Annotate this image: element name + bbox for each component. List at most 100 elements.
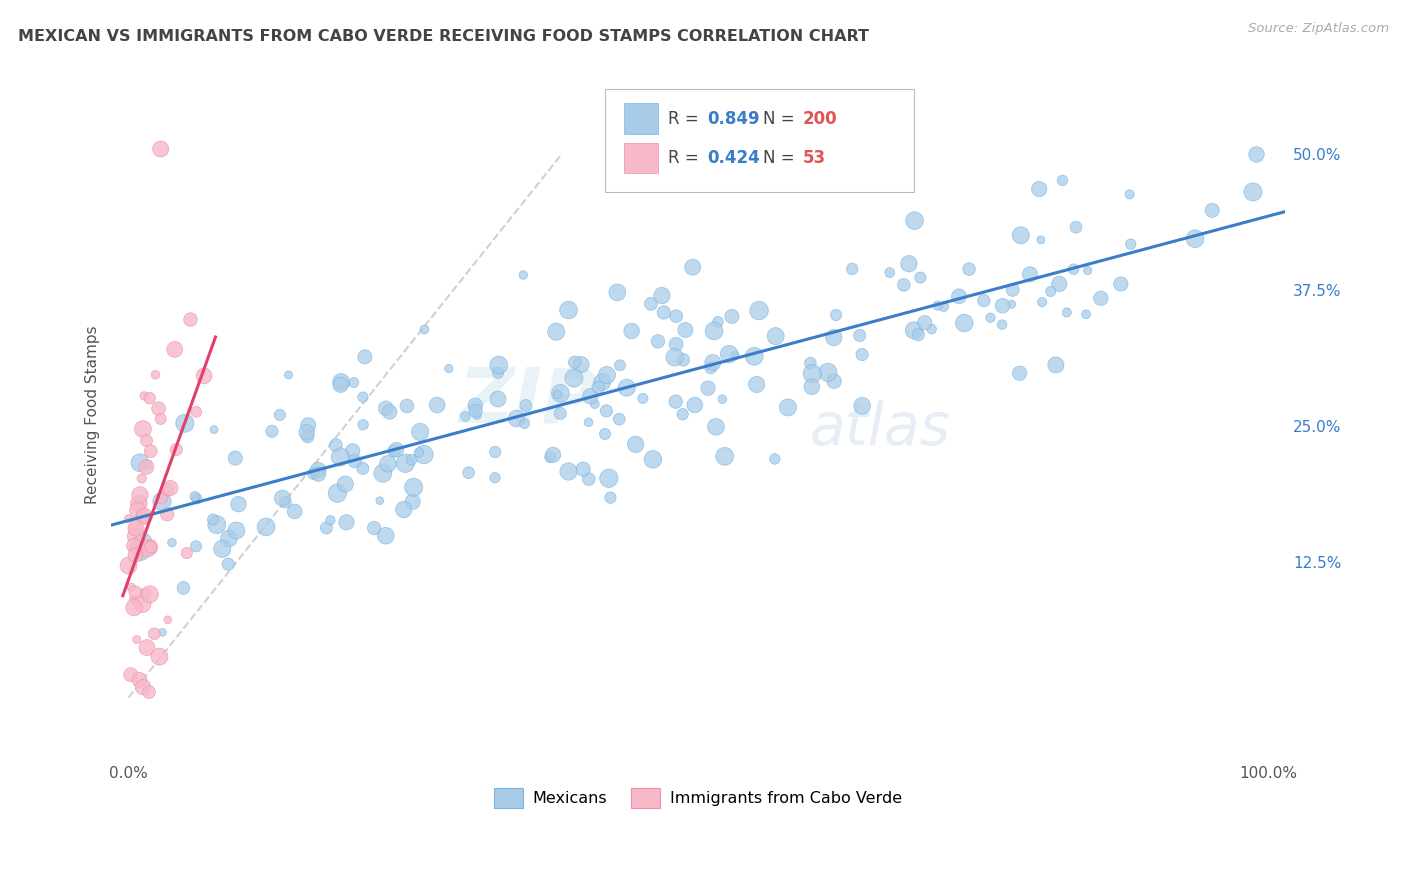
Point (851, 399, 873, 413)
Point (117, 558, 139, 573)
Point (117, 511, 139, 525)
Point (156, 483, 179, 497)
Point (329, 377, 352, 392)
Point (374, 529, 396, 543)
Point (135, 541, 157, 556)
Point (569, 358, 592, 372)
Point (124, 585, 146, 599)
Point (125, 541, 148, 556)
Point (512, 268, 534, 282)
Point (562, 371, 585, 385)
Text: ZIP: ZIP (458, 365, 599, 439)
Text: N =: N = (763, 149, 800, 167)
Point (120, 667, 142, 681)
Point (165, 442, 187, 457)
Point (135, 434, 157, 448)
Point (817, 365, 839, 379)
Point (1063, 262, 1085, 277)
Point (538, 450, 561, 464)
Point (484, 445, 506, 459)
Point (131, 471, 153, 485)
Point (1008, 366, 1031, 380)
Text: 53: 53 (803, 149, 825, 167)
Point (352, 417, 374, 432)
Point (546, 325, 568, 339)
Point (1119, 237, 1142, 252)
Point (134, 586, 156, 600)
Point (1090, 291, 1112, 305)
Point (1000, 297, 1022, 311)
Point (682, 260, 704, 275)
Point (801, 367, 824, 381)
Point (308, 467, 330, 481)
Point (136, 640, 159, 655)
Text: 0.424: 0.424 (707, 149, 761, 167)
Point (371, 467, 394, 481)
Point (921, 322, 943, 336)
Point (269, 408, 291, 422)
Point (394, 456, 416, 470)
Point (557, 465, 579, 479)
Point (354, 350, 377, 364)
Point (156, 508, 179, 522)
Point (149, 412, 172, 426)
Point (606, 285, 628, 300)
Point (186, 491, 208, 506)
Point (139, 587, 162, 601)
Point (307, 463, 329, 477)
Point (139, 444, 162, 458)
Point (122, 592, 145, 607)
Point (136, 458, 159, 472)
Point (302, 467, 325, 481)
Point (128, 673, 150, 687)
Point (973, 293, 995, 308)
Point (135, 459, 157, 474)
Point (1109, 277, 1132, 291)
Point (595, 404, 617, 418)
Text: R =: R = (668, 149, 704, 167)
Point (800, 380, 823, 394)
Point (927, 299, 949, 313)
Point (122, 600, 145, 615)
Point (664, 351, 686, 365)
Point (665, 394, 688, 409)
Point (284, 504, 307, 518)
Point (163, 343, 186, 357)
Point (218, 532, 240, 546)
Point (948, 289, 970, 303)
Point (620, 324, 643, 338)
Point (598, 471, 620, 485)
Point (599, 491, 621, 505)
Point (464, 398, 486, 412)
Point (897, 257, 920, 271)
Point (825, 308, 848, 322)
Point (352, 390, 374, 404)
Point (903, 323, 925, 337)
Point (335, 477, 357, 491)
Point (1031, 295, 1053, 310)
Point (588, 380, 610, 394)
Point (724, 348, 747, 362)
Point (515, 399, 537, 413)
Point (260, 425, 283, 439)
Point (127, 503, 149, 517)
Point (641, 452, 664, 467)
Point (609, 359, 631, 373)
Y-axis label: Receiving Food Stamps: Receiving Food Stamps (86, 326, 100, 505)
Point (702, 355, 724, 369)
Point (150, 491, 173, 506)
Point (651, 288, 673, 302)
Point (122, 539, 145, 553)
Point (465, 408, 488, 422)
Point (665, 337, 688, 351)
Point (139, 391, 162, 405)
Point (342, 443, 364, 458)
Point (409, 425, 432, 439)
Point (550, 386, 572, 401)
Point (211, 541, 233, 556)
Point (578, 415, 600, 429)
Point (1047, 277, 1070, 291)
Point (1001, 283, 1024, 297)
Point (776, 401, 799, 415)
Point (184, 539, 207, 553)
